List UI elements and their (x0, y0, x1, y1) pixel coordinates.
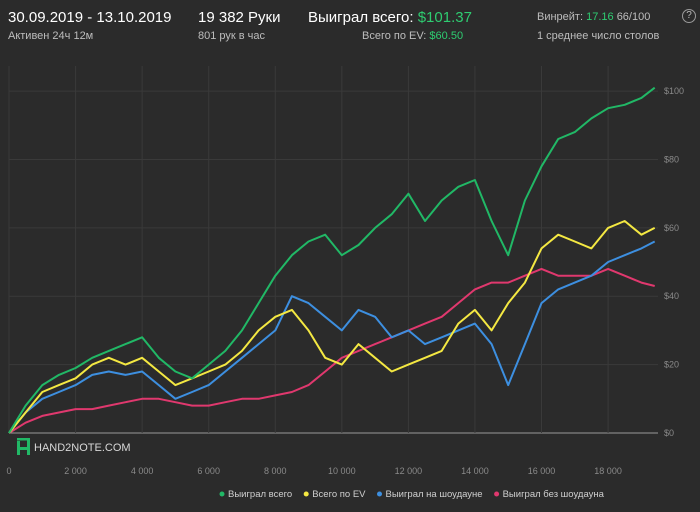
date-range: 30.09.2019 - 13.10.2019 (8, 9, 172, 26)
series-line-0 (8, 86, 656, 434)
winrate-label: Винрейт: (537, 11, 584, 23)
series-line-3 (8, 267, 655, 434)
x-tick-label: 18 000 (594, 466, 622, 476)
chart-grid (8, 66, 658, 434)
x-tick-label: 4 000 (131, 466, 154, 476)
legend-marker-0 (219, 491, 225, 497)
legend-marker-1 (303, 491, 309, 497)
chart-legend: Выиграл всего Всего по EV Выиграл на шоуда… (219, 489, 605, 500)
legend-label-0: Выиграл всего (228, 489, 292, 500)
x-tick-label: 6 000 (197, 466, 220, 476)
y-tick-label: $0 (664, 428, 674, 438)
x-tick-label: 8 000 (264, 466, 287, 476)
won-total-value: $101.37 (417, 9, 472, 26)
winnings-chart: $0 $20 $40 $60 $80 $100 0 2 000 4 000 6 000 8 000… (6, 66, 684, 500)
legend-marker-2 (377, 491, 382, 497)
chart-series (8, 86, 656, 434)
x-tick-label: 16 000 (528, 466, 556, 476)
series-line-2 (8, 240, 656, 434)
x-tick-label: 2 000 (64, 466, 87, 476)
logo-text: HAND2NOTE.COM (34, 442, 131, 454)
legend-label-3: Выиграл без шоудауна (503, 489, 605, 500)
x-tick-label: 12 000 (395, 466, 423, 476)
ev-total-value: $60.50 (429, 30, 464, 42)
hands-per-hour: 801 рук в час (198, 30, 266, 42)
x-tick-label: 0 (6, 466, 11, 476)
active-time: Активен 24ч 12м (8, 30, 94, 42)
y-tick-label: $80 (664, 154, 679, 164)
y-tick-label: $40 (664, 291, 679, 301)
won-total-label: Выиграл всего: (308, 9, 414, 26)
y-tick-label: $20 (664, 360, 679, 370)
legend-marker-3 (494, 491, 500, 497)
winrate: Винрейт: 17.16 66/100 (537, 11, 650, 23)
winrate-unit: 66/100 (616, 11, 651, 23)
y-tick-label: $100 (664, 86, 684, 96)
hand2note-logo: HAND2NOTE.COM (17, 438, 131, 455)
hands-count: 19 382 Руки (198, 9, 281, 26)
winrate-value: 17.16 (586, 11, 614, 23)
y-tick-label: $60 (664, 223, 679, 233)
average-tables: 1 среднее число столов (537, 30, 660, 42)
ev-total: Всего по EV: $60.50 (362, 30, 463, 42)
x-axis-ticks: 0 2 000 4 000 6 000 8 000 10 000 12 000 14 000 1… (6, 466, 621, 476)
y-axis-ticks: $0 $20 $40 $60 $80 $100 (664, 86, 684, 438)
legend-label-1: Всего по EV (312, 489, 366, 500)
x-tick-label: 14 000 (461, 466, 489, 476)
help-icon[interactable]: ? (682, 9, 696, 23)
legend-label-2: Выиграл на шоудауне (386, 489, 483, 500)
series-line-1 (8, 220, 656, 434)
ev-total-label: Всего по EV: (362, 30, 427, 42)
won-total: Выиграл всего: $101.37 (308, 9, 472, 26)
stats-header: 30.09.2019 - 13.10.2019 Активен 24ч 12м … (0, 0, 700, 48)
x-tick-label: 10 000 (328, 466, 356, 476)
